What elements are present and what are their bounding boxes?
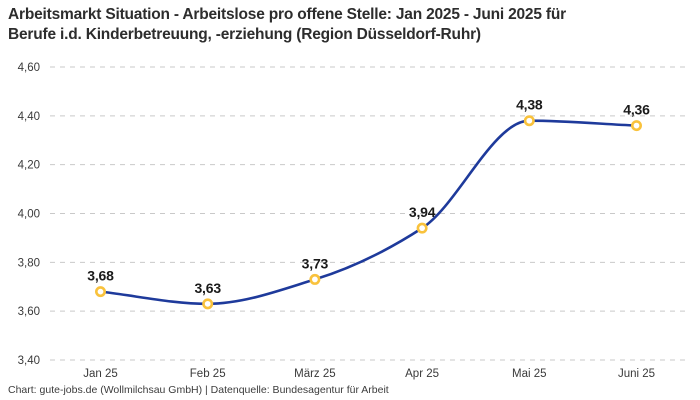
series-line [99,119,638,306]
data-point-label: 3,94 [409,204,436,220]
y-axis-tick-label: 3,60 [18,306,40,318]
x-axis-tick-label: Juni 25 [618,368,655,380]
data-point-label: 3,68 [87,268,114,284]
x-axis-tick-label: Feb 25 [190,368,226,380]
chart-credit: Chart: gute-jobs.de (Wollmilchsau GmbH) … [8,384,389,396]
y-axis-tick-label: 3,80 [18,257,40,269]
x-axis-tick-label: März 25 [294,368,336,380]
data-point-marker [523,115,535,127]
data-point-marker [202,298,214,310]
x-axis-tick-label: Apr 25 [405,368,439,380]
chart-title-line-1: Arbeitsmarkt Situation - Arbeitslose pro… [8,6,566,23]
y-axis-tick-label: 3,40 [18,355,40,367]
data-point-marker [95,286,107,298]
chart-title: Arbeitsmarkt Situation - Arbeitslose pro… [8,5,648,46]
x-axis-tick-label: Jan 25 [83,368,118,380]
x-axis-tick-label: Mai 25 [512,368,547,380]
data-point-label: 4,38 [516,97,543,113]
data-point-marker [416,222,428,234]
y-axis-tick-label: 4,60 [18,62,40,74]
data-point-label: 3,63 [194,280,221,296]
data-point-label: 3,73 [302,255,329,271]
data-point-marker [309,273,321,285]
data-point-label: 4,36 [623,102,650,118]
y-axis-tick-label: 4,00 [18,209,40,221]
chart-title-line-2: Berufe i.d. Kinderbetreuung, -erziehung … [8,26,481,44]
y-axis-tick-label: 4,40 [18,111,40,123]
data-point-marker [630,120,642,132]
y-axis-tick-label: 4,20 [18,160,40,172]
